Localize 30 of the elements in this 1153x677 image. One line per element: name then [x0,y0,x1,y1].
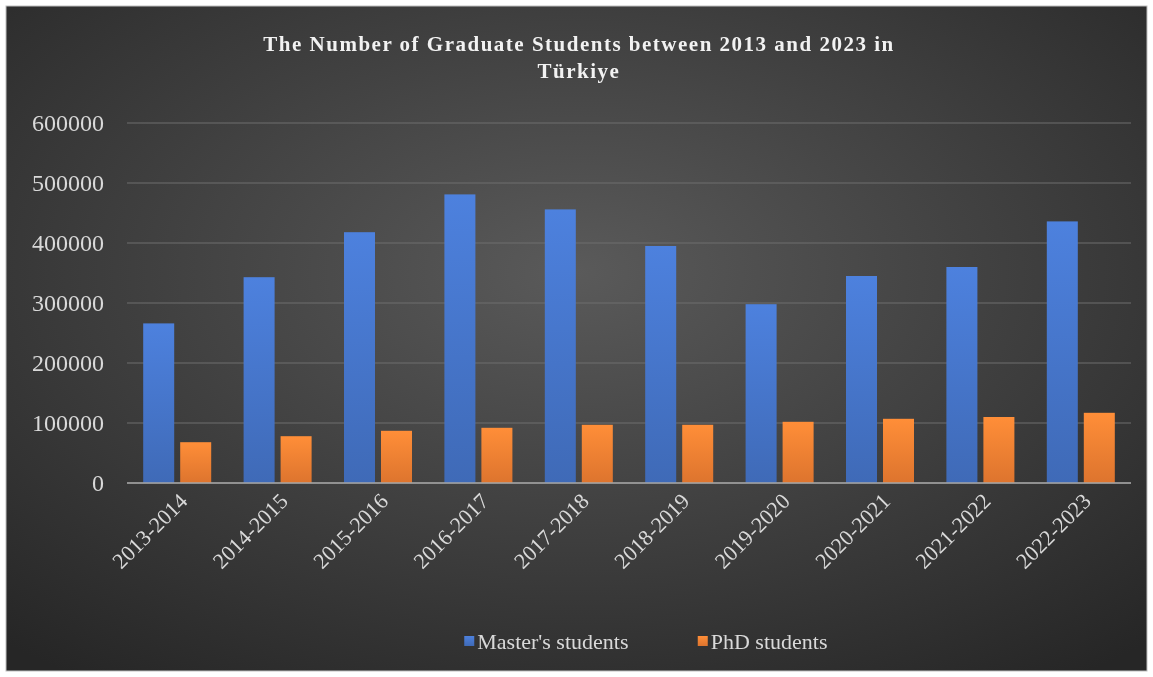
bar [645,246,677,483]
y-tick-label: 100000 [32,410,104,436]
bar [544,209,576,483]
bar [581,424,613,483]
bar [243,277,275,483]
y-tick-label: 600000 [32,110,104,136]
bar [381,430,412,483]
y-tick-label: 300000 [32,290,104,316]
bar [682,424,714,483]
bar [745,304,777,483]
bar [983,417,1015,483]
legend-label: Master's students [477,629,629,654]
y-tick-label: 500000 [32,170,104,196]
bar [344,232,375,483]
bar [481,427,513,483]
y-tick-label: 200000 [32,350,104,376]
chart-title: The Number of Graduate Students between 2013 and 2023 in Türkiye [263,32,895,83]
legend-label: PhD students [710,629,828,654]
y-tick-label: 0 [92,470,104,496]
bar [846,276,877,483]
bar [143,323,175,483]
bar [280,436,312,483]
y-tick-label: 400000 [32,230,104,256]
bar [782,421,814,483]
bar [883,418,914,483]
bar [946,267,978,483]
bar [180,442,212,483]
bar [1046,221,1078,483]
bar [1083,412,1115,483]
bar [444,194,476,483]
